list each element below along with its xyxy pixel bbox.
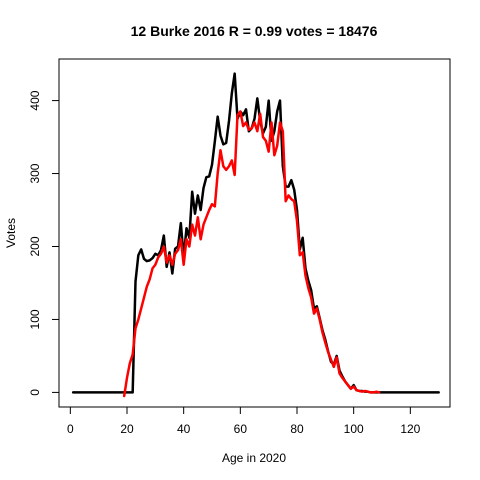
x-tick-label: 20 (120, 422, 134, 436)
x-tick-label: 100 (344, 422, 364, 436)
y-tick-label: 100 (28, 309, 42, 329)
x-axis: 0 20 40 60 80 100 120 (67, 406, 421, 436)
x-tick-label: 80 (290, 422, 304, 436)
y-tick-label: 0 (28, 389, 42, 396)
y-axis: 0 100 200 300 400 (28, 90, 60, 396)
x-tick-label: 120 (400, 422, 420, 436)
y-tick-label: 400 (28, 90, 42, 110)
y-axis-label: Votes (4, 218, 18, 248)
y-tick-label: 300 (28, 163, 42, 183)
x-tick-label: 40 (177, 422, 191, 436)
series-line-red (122, 110, 381, 398)
y-tick-label: 200 (28, 236, 42, 256)
x-tick-label: 60 (234, 422, 248, 436)
x-tick-label: 0 (67, 422, 74, 436)
series-layer (71, 72, 440, 398)
chart-title: 12 Burke 2016 R = 0.99 votes = 18476 (131, 23, 378, 39)
x-axis-label: Age in 2020 (222, 451, 286, 465)
